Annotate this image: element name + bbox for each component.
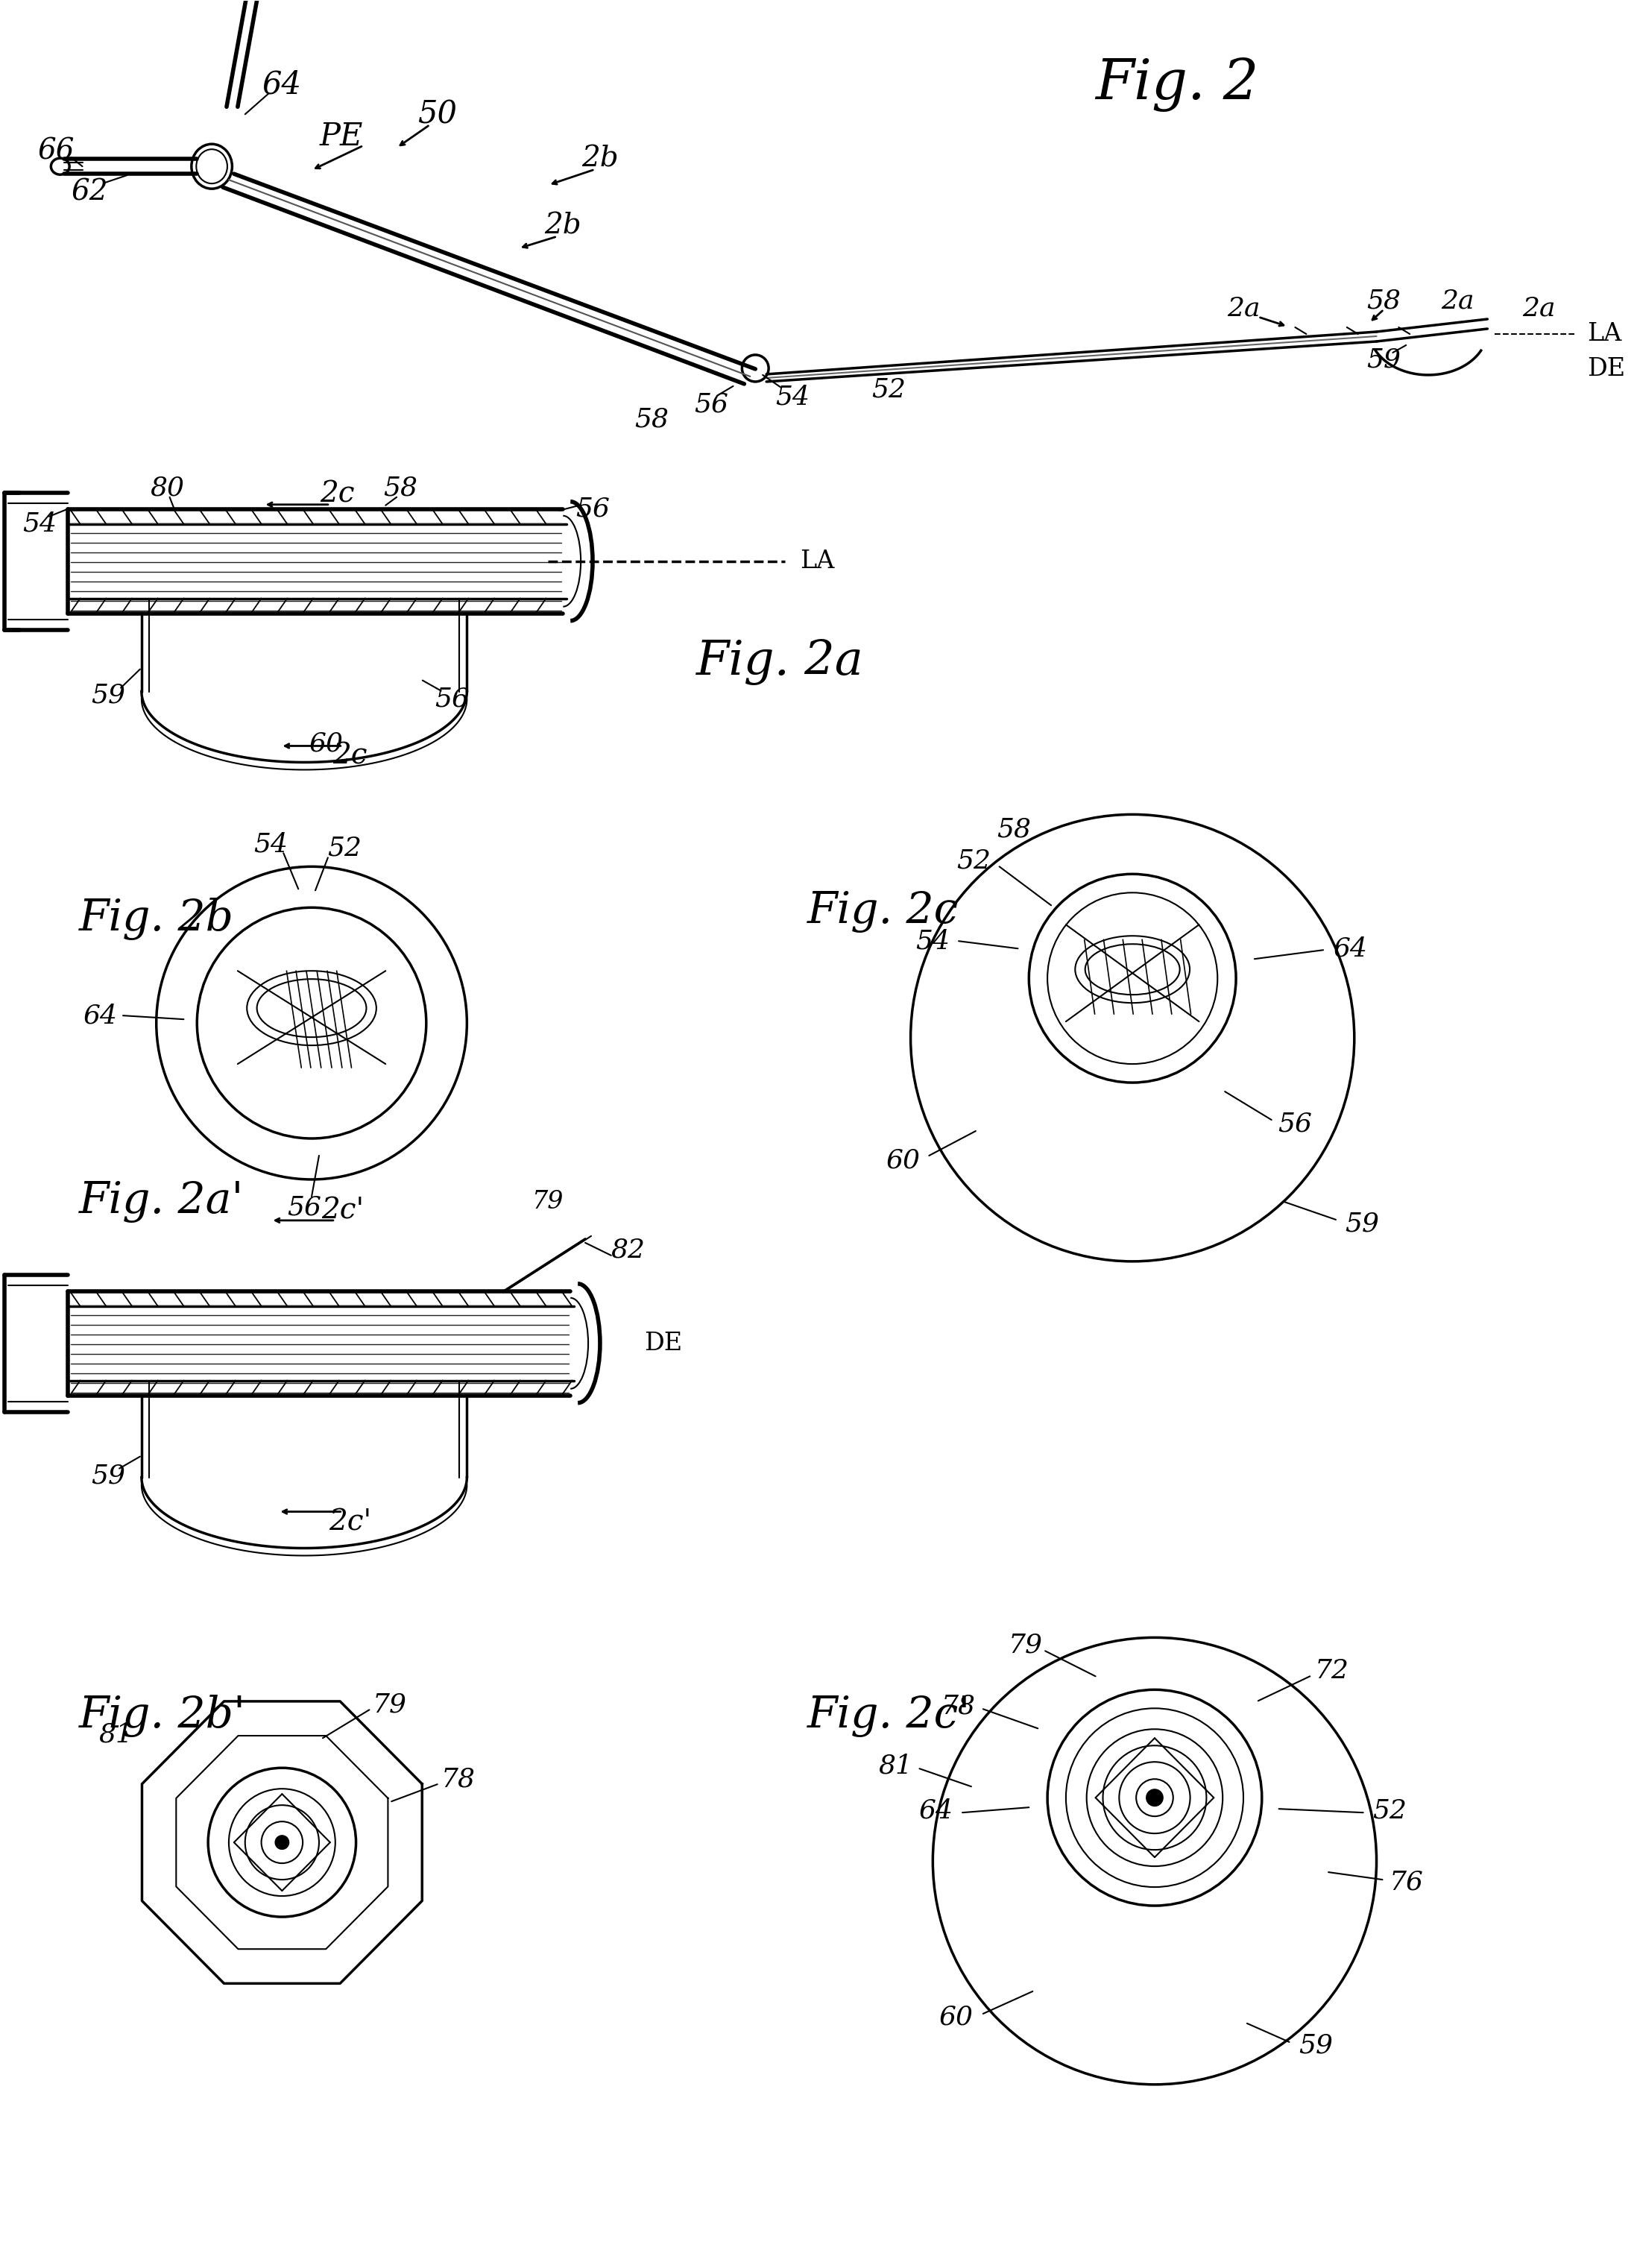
Text: 52: 52	[328, 835, 363, 860]
Text: 64: 64	[920, 1799, 954, 1823]
Text: Fig. 2: Fig. 2	[1095, 57, 1260, 111]
Circle shape	[1145, 1789, 1163, 1808]
Text: 2c': 2c'	[328, 1508, 371, 1535]
Text: 56: 56	[1278, 1111, 1312, 1136]
Text: 2a: 2a	[1441, 288, 1474, 313]
Text: 58: 58	[384, 476, 418, 501]
Text: 58: 58	[997, 816, 1031, 841]
Ellipse shape	[1085, 943, 1180, 996]
Text: Fig. 2c': Fig. 2c'	[807, 1694, 971, 1737]
Text: LA: LA	[799, 549, 835, 574]
Text: 60: 60	[309, 730, 343, 755]
Circle shape	[275, 1835, 289, 1851]
Text: 66: 66	[38, 138, 75, 166]
Text: Fig. 2b': Fig. 2b'	[78, 1694, 245, 1737]
Text: 2a: 2a	[1523, 295, 1556, 320]
Circle shape	[742, 354, 768, 381]
Text: 59: 59	[1345, 1211, 1379, 1236]
Text: 58: 58	[1366, 288, 1400, 313]
Text: 79: 79	[533, 1191, 564, 1213]
Text: 58: 58	[634, 406, 668, 433]
Text: 52: 52	[956, 848, 990, 873]
Text: Fig. 2b: Fig. 2b	[78, 898, 234, 939]
Text: 56: 56	[575, 497, 609, 522]
Ellipse shape	[191, 145, 232, 188]
Text: 54: 54	[915, 928, 949, 955]
Text: 2b: 2b	[582, 145, 619, 172]
Ellipse shape	[257, 980, 366, 1036]
Text: 54: 54	[253, 832, 288, 857]
Text: 2c': 2c'	[322, 1198, 364, 1225]
Text: 59: 59	[92, 1463, 126, 1488]
Text: 64: 64	[83, 1002, 118, 1027]
Text: 78: 78	[441, 1767, 475, 1792]
Text: 59: 59	[1299, 2032, 1333, 2059]
Text: 59: 59	[1366, 347, 1400, 372]
Ellipse shape	[51, 159, 69, 175]
Text: 82: 82	[611, 1238, 645, 1263]
Text: 60: 60	[940, 2005, 974, 2030]
Text: LA: LA	[1587, 322, 1623, 347]
Text: 56: 56	[435, 687, 469, 712]
Text: DE: DE	[1587, 356, 1626, 381]
Text: 79: 79	[1008, 1633, 1042, 1658]
Text: PE: PE	[319, 120, 363, 152]
Text: Fig. 2c: Fig. 2c	[807, 891, 959, 932]
Text: 64: 64	[1333, 937, 1368, 962]
Text: 56: 56	[694, 392, 729, 417]
Text: Fig. 2a: Fig. 2a	[696, 640, 864, 685]
Text: 2a: 2a	[1227, 295, 1260, 320]
Text: 56: 56	[288, 1195, 322, 1220]
Text: 62: 62	[72, 179, 108, 206]
Text: 60: 60	[886, 1148, 920, 1173]
Text: 81: 81	[98, 1721, 132, 1746]
Ellipse shape	[247, 971, 376, 1046]
Text: 72: 72	[1315, 1658, 1350, 1683]
Text: 2c: 2c	[333, 742, 368, 771]
Text: 76: 76	[1389, 1869, 1423, 1894]
Text: 79: 79	[373, 1692, 407, 1717]
Text: 59: 59	[92, 683, 126, 708]
Text: 80: 80	[150, 476, 185, 501]
Text: 54: 54	[23, 510, 57, 538]
Text: 54: 54	[775, 386, 809, 411]
Text: 78: 78	[941, 1694, 975, 1719]
Text: DE: DE	[644, 1331, 683, 1356]
Text: 52: 52	[1373, 1799, 1407, 1823]
Text: 81: 81	[879, 1753, 913, 1778]
Text: 50: 50	[418, 98, 458, 129]
Ellipse shape	[1075, 937, 1190, 1002]
Text: 52: 52	[871, 376, 905, 401]
Circle shape	[208, 1767, 356, 1916]
Text: 2c: 2c	[320, 481, 355, 508]
Text: 64: 64	[263, 68, 302, 100]
Text: 2b: 2b	[544, 213, 582, 240]
Text: Fig. 2a': Fig. 2a'	[78, 1182, 243, 1222]
